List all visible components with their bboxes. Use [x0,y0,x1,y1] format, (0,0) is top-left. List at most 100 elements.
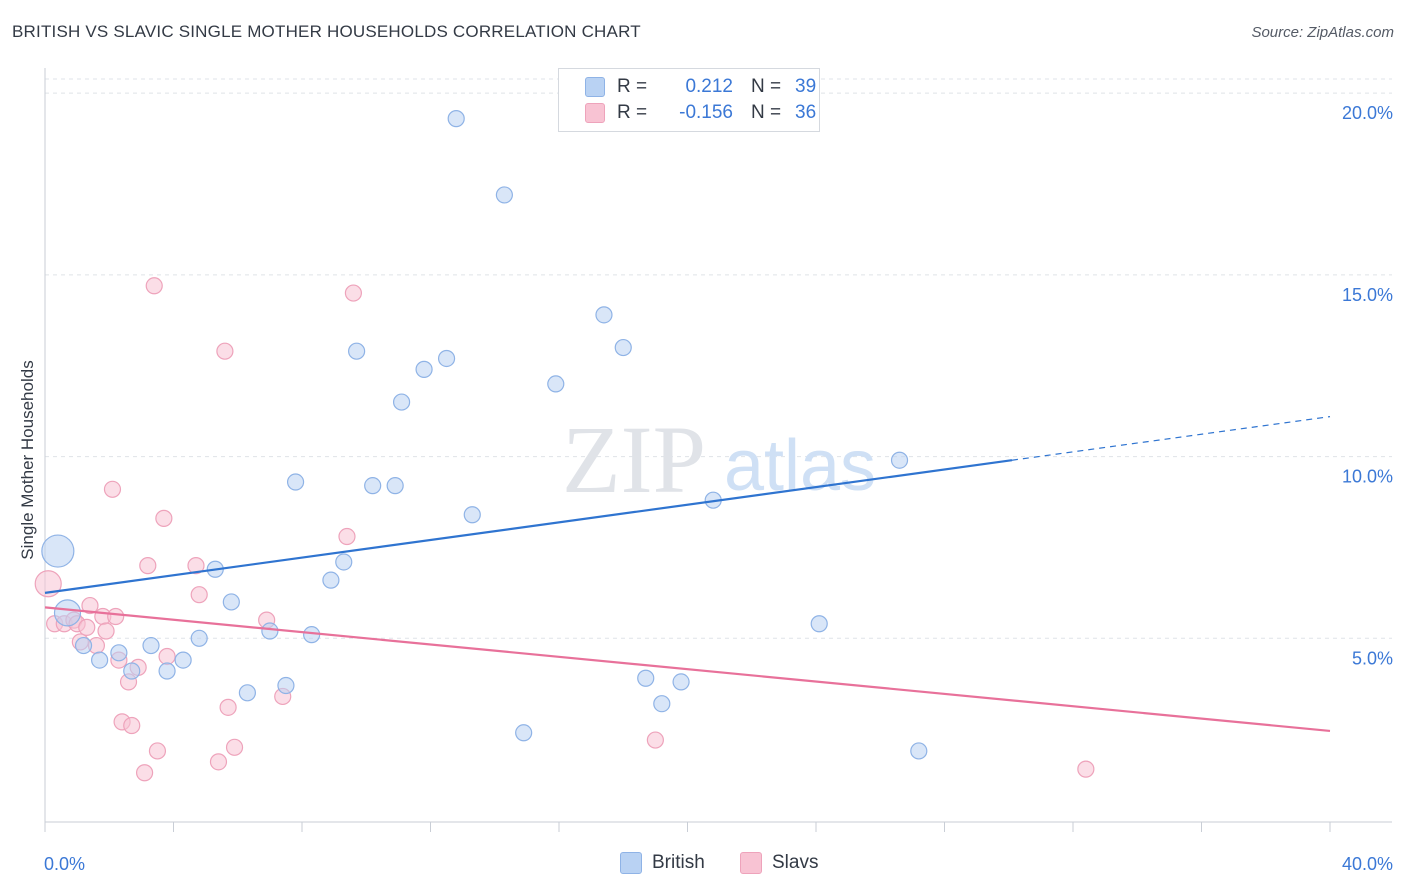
watermark-zip: ZIP [562,406,706,513]
british-point [890,451,909,469]
slavs-point [145,277,163,295]
slavs-point [103,480,122,498]
source-credit: Source: ZipAtlas.com [1251,24,1394,41]
slavs-point [216,342,234,360]
british-point [335,553,353,571]
british-point [53,599,82,627]
legend-item-british[interactable]: British [620,852,705,874]
series-legend: British Slavs [0,852,1406,878]
british-point [515,724,533,742]
british-point [123,662,141,680]
slavs-series [34,277,1095,782]
british-point [463,506,481,524]
y-axis-label-wrap: Single Mother Households [16,320,40,600]
slavs-point [34,570,62,598]
slavs-point [646,731,664,749]
british-point [392,393,411,411]
british-r-value: 0.212 [685,76,733,97]
british-point [74,636,93,655]
legend-n-label: N = [751,76,782,97]
british-point [322,571,340,589]
axes [44,68,1392,832]
slavs-point [155,509,173,527]
y-tick-label: 5.0% [1352,648,1393,668]
british-point [910,742,928,760]
x-tick-label-min: 0.0% [44,854,85,874]
y-tick-label: 20.0% [1342,103,1393,123]
british-point [810,615,828,633]
british-point [142,636,160,655]
british-point [672,673,690,691]
british-point [637,669,655,687]
trendlines [44,416,1331,733]
british-point [110,644,128,662]
slavs-point [225,738,244,756]
y-tick-label: 15.0% [1342,285,1393,305]
slavs-point [107,607,125,626]
slavs-legend-label: Slavs [772,852,819,873]
british-point [364,477,382,495]
slavs-point [190,586,208,604]
british-point [386,477,404,495]
british-point [41,534,75,568]
british-point [437,349,456,368]
british-point [653,695,671,713]
slavs-point [209,753,228,771]
legend-n-label: N = [751,102,782,123]
british-point [91,651,109,669]
british-n-value: 39 [795,76,817,97]
slavs-point [219,698,237,716]
british-point [222,593,240,611]
slavs-point [148,742,167,760]
slavs-point [78,618,96,636]
british-point [174,651,192,669]
slavs-swatch [585,103,605,123]
slavs-r-value: -0.156 [679,102,733,123]
british-legend-label: British [652,852,705,873]
slavs-point [338,527,356,546]
x-tick-label-max: 40.0% [1342,854,1393,874]
british-point [495,186,513,204]
british-point [238,684,256,702]
tick-labels: 5.0% 10.0% 15.0% 20.0% 0.0% 40.0% [44,103,1393,874]
british-point [547,375,565,393]
slavs-trendline [44,606,1331,733]
y-axis-label: Single Mother Households [18,360,37,560]
slavs-point [187,557,205,575]
chart-title: BRITISH VS SLAVIC SINGLE MOTHER HOUSEHOL… [12,22,641,41]
slavs-point [139,557,157,575]
british-point [415,360,433,378]
slavs-point [1077,760,1095,778]
slavs-n-value: 36 [795,102,817,123]
british-point [447,110,465,128]
legend-row-slavs: R = -0.156 N = 36 [585,101,816,125]
watermark-atlas: atlas [724,426,876,506]
slavs-point [81,596,99,615]
slavs-point [123,716,141,735]
british-point [277,676,295,695]
slavs-legend-swatch [740,852,762,874]
slavs-point [97,622,115,640]
legend-r-label: R = [617,76,648,97]
british-trendline-extension [1011,416,1331,461]
british-series [41,110,928,760]
british-point [158,662,176,680]
british-point [286,473,305,491]
slavs-point [135,764,154,782]
correlation-legend: R = 0.212 N = 39 R = -0.156 N = 36 [558,68,820,132]
legend-r-label: R = [617,102,648,123]
british-point [348,342,366,360]
y-tick-label: 10.0% [1342,467,1393,487]
british-point [595,306,613,324]
slavs-point [158,647,176,666]
slavs-point [344,284,362,302]
british-point [190,629,208,647]
british-legend-swatch [620,852,642,874]
legend-row-british: R = 0.212 N = 39 [585,75,816,99]
british-trendline [44,459,1013,594]
legend-item-slavs[interactable]: Slavs [740,852,818,874]
british-swatch [585,77,605,97]
gridlines [45,78,1392,639]
british-point [614,338,632,357]
